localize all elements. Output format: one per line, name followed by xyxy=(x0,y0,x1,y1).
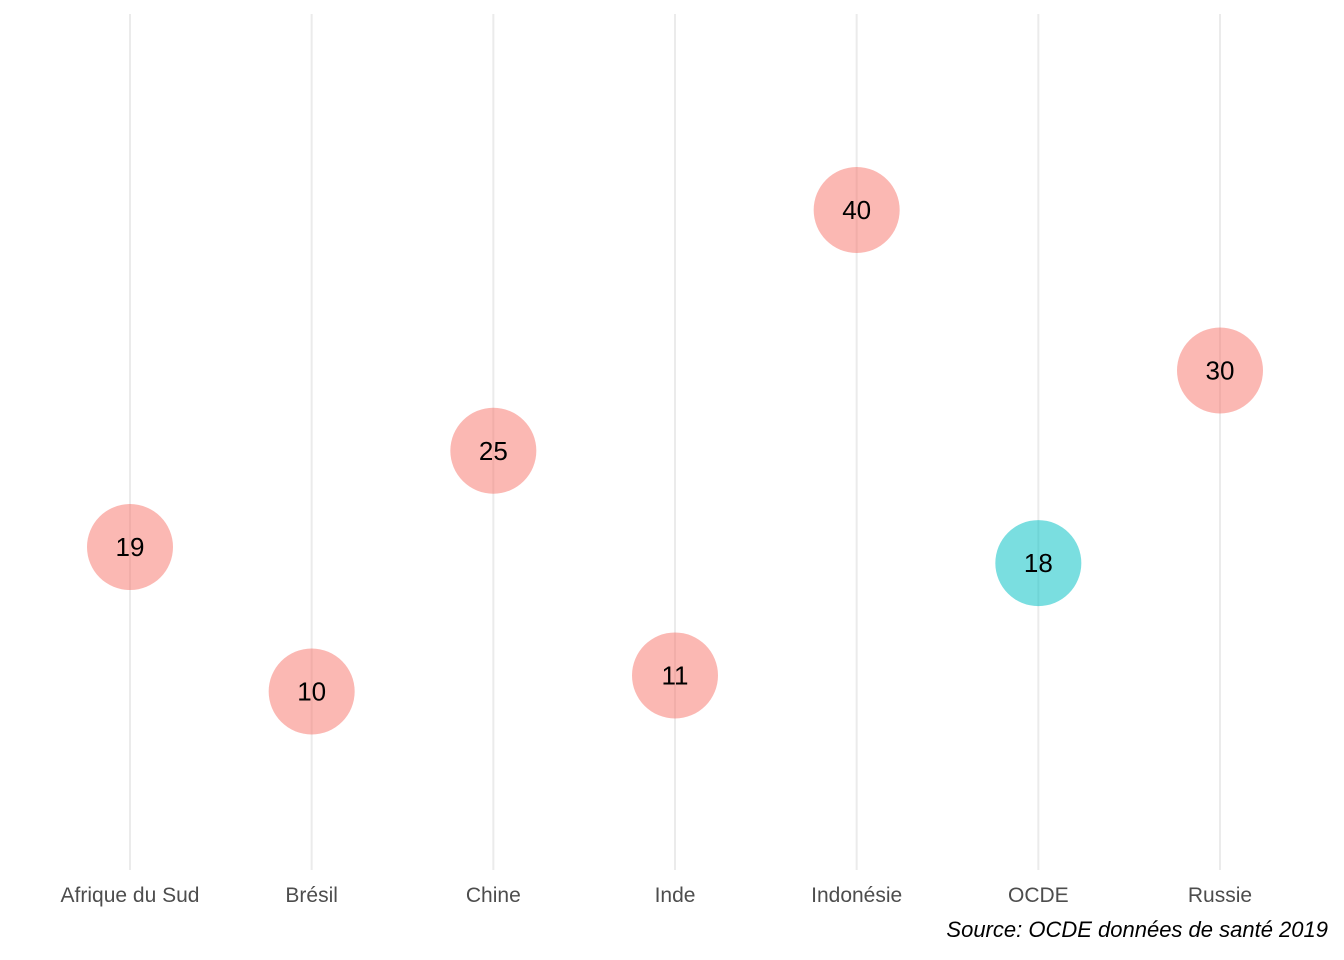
tick-label-russie: Russie xyxy=(1188,884,1252,907)
tick-label-inde: Inde xyxy=(655,884,696,907)
bubble-chine xyxy=(450,407,537,494)
bubble-afrique-du-sud xyxy=(87,504,173,591)
bubble-labels: 19 10 25 11 40 18 30 xyxy=(116,195,1235,707)
gridlines xyxy=(129,14,1221,870)
source-caption: Source: OCDE données de santé 2019 xyxy=(946,917,1328,942)
bubble-bresil xyxy=(268,648,355,735)
bubble-label-russie: 30 xyxy=(1206,356,1235,386)
bubble-label-chine: 25 xyxy=(479,436,508,466)
bubble-russie xyxy=(1177,327,1263,414)
tick-label-chine: Chine xyxy=(466,884,521,907)
bubble-label-indonesie: 40 xyxy=(842,195,871,225)
bubble-label-inde: 11 xyxy=(662,660,689,690)
tick-label-ocde: OCDE xyxy=(1008,884,1069,907)
bubbles xyxy=(87,167,1263,735)
bubble-label-ocde: 18 xyxy=(1024,548,1053,578)
tick-label-bresil: Brésil xyxy=(285,884,338,907)
bubble-inde xyxy=(632,632,718,719)
bubble-indonesie xyxy=(813,167,900,253)
bubble-ocde xyxy=(995,520,1082,607)
bubble-label-bresil: 10 xyxy=(297,677,326,707)
x-axis-tick-labels: Afrique du Sud Brésil Chine Inde Indonésie OC… xyxy=(61,884,1253,907)
tick-label-indonesie: Indonésie xyxy=(811,884,902,907)
bubble-label-afrique-du-sud: 19 xyxy=(116,532,145,562)
tick-label-afrique-du-sud: Afrique du Sud xyxy=(61,884,200,907)
